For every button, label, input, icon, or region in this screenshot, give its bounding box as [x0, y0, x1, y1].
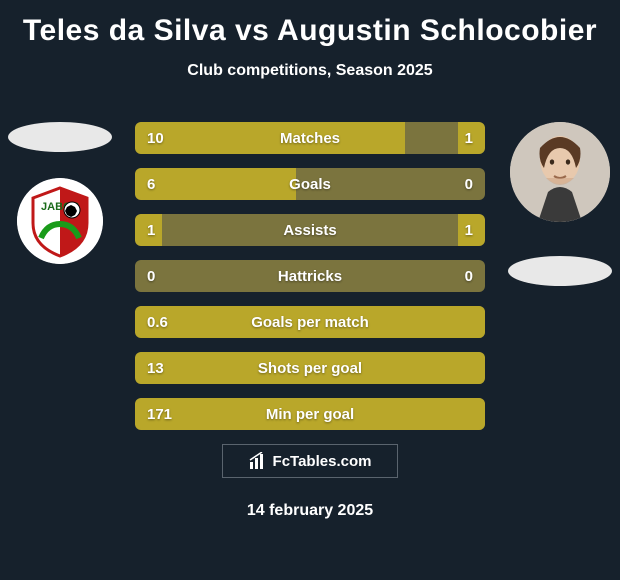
- page-title: Teles da Silva vs Augustin Schlocobier: [0, 14, 620, 48]
- person-icon: [510, 122, 610, 222]
- stat-left-value: 13: [147, 360, 164, 377]
- stat-right-value: 1: [465, 130, 473, 147]
- stat-bar: 6 Goals 0: [135, 168, 485, 200]
- stat-bar: 171 Min per goal: [135, 398, 485, 430]
- stat-label: Assists: [283, 222, 336, 239]
- stat-bar: 1 Assists 1: [135, 214, 485, 246]
- stat-right-value: 0: [465, 176, 473, 193]
- stat-bar-left-fill: [135, 122, 405, 154]
- footer-date: 14 february 2025: [0, 502, 620, 520]
- stat-left-value: 10: [147, 130, 164, 147]
- stat-left-value: 1: [147, 222, 155, 239]
- right-player-avatar: [510, 122, 610, 222]
- footer-brand-badge[interactable]: FcTables.com: [222, 444, 398, 478]
- chart-icon: [249, 452, 267, 470]
- stats-bars: 10Matches16Goals01Assists10Hattricks00.6…: [135, 122, 485, 444]
- stat-right-value: 0: [465, 268, 473, 285]
- stat-left-value: 6: [147, 176, 155, 193]
- right-club-placeholder-ellipse: [508, 256, 612, 286]
- stat-label: Min per goal: [266, 406, 354, 423]
- stat-bar: 13 Shots per goal: [135, 352, 485, 384]
- stat-bar-left-fill: [135, 168, 296, 200]
- left-club-logo: JABOP: [17, 178, 103, 264]
- stat-label: Goals per match: [251, 314, 369, 331]
- stat-left-value: 0: [147, 268, 155, 285]
- footer-brand-text: FcTables.com: [273, 453, 372, 470]
- stat-label: Matches: [280, 130, 340, 147]
- stat-right-value: 1: [465, 222, 473, 239]
- stat-bar: 0 Hattricks 0: [135, 260, 485, 292]
- stat-bar: 0.6 Goals per match: [135, 306, 485, 338]
- stat-left-value: 0.6: [147, 314, 168, 331]
- stat-label: Hattricks: [278, 268, 342, 285]
- stat-left-value: 171: [147, 406, 172, 423]
- stat-label: Goals: [289, 176, 331, 193]
- stat-bar: 10 Matches 1: [135, 122, 485, 154]
- shield-icon: JABOP: [17, 178, 103, 264]
- comparison-card: Teles da Silva vs Augustin Schlocobier C…: [0, 0, 620, 580]
- left-player-placeholder-ellipse: [8, 122, 112, 152]
- subtitle: Club competitions, Season 2025: [0, 62, 620, 80]
- stat-label: Shots per goal: [258, 360, 362, 377]
